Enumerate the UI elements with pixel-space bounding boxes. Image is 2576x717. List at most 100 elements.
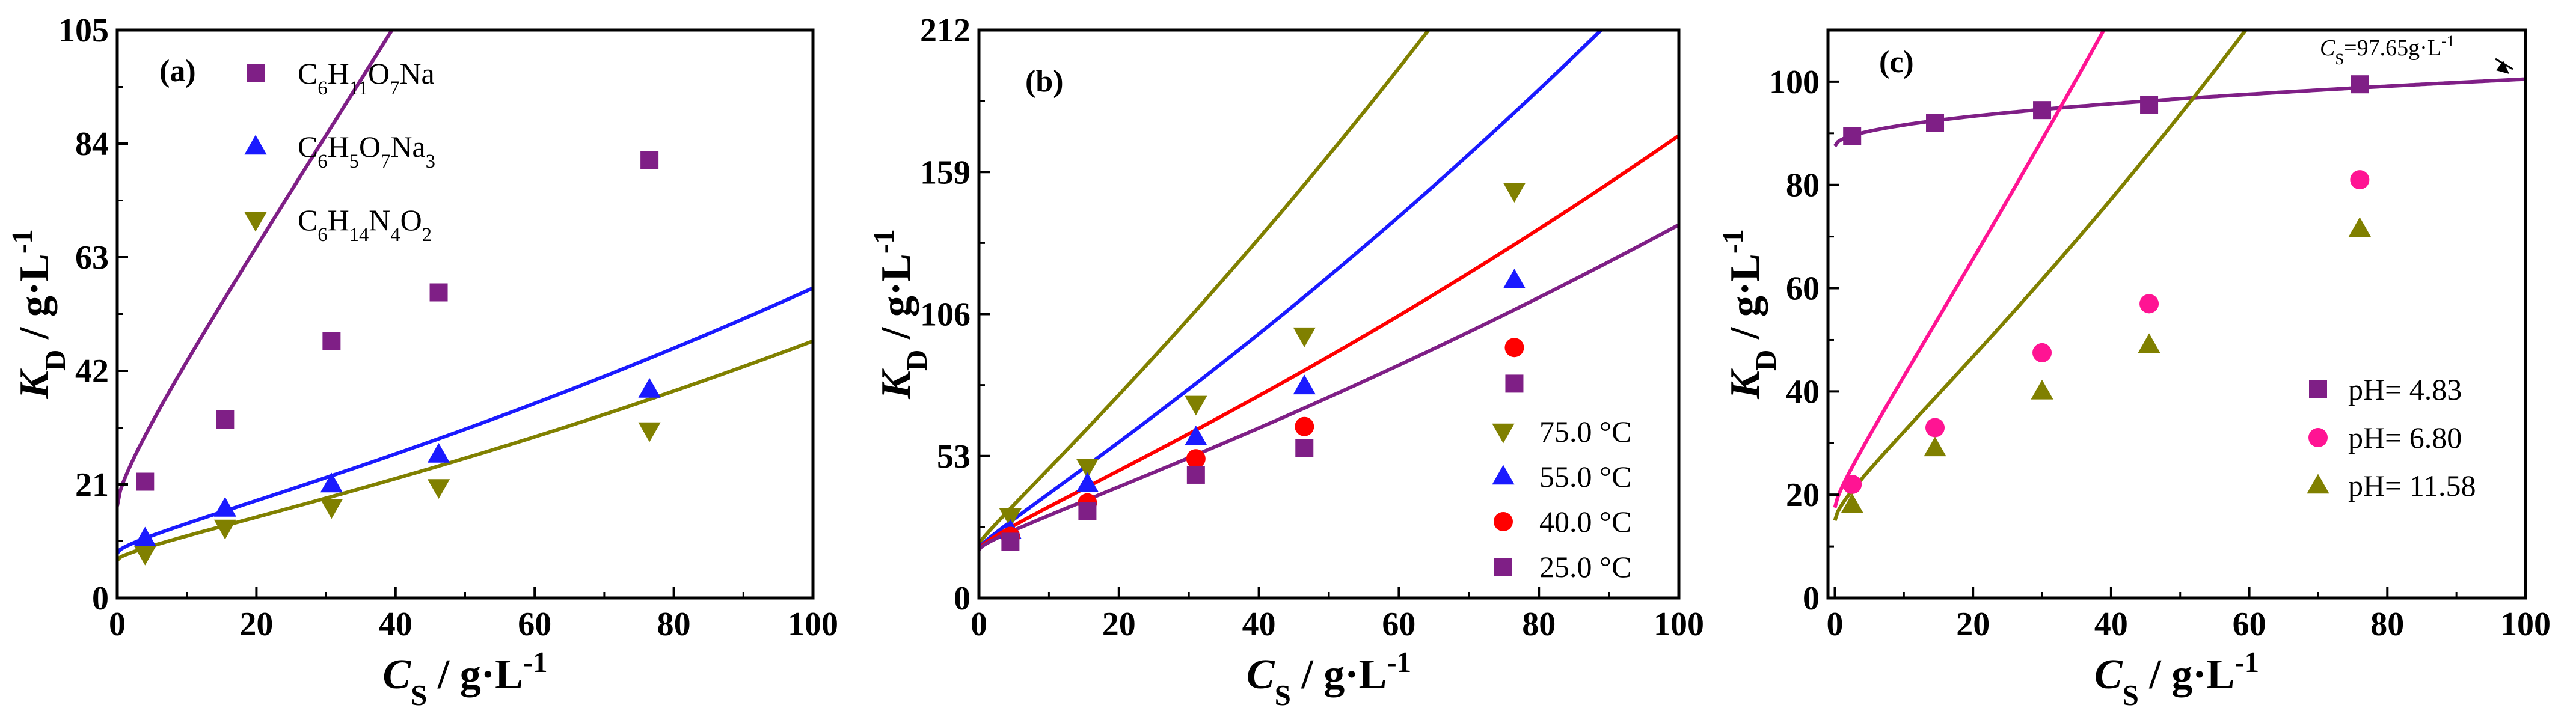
x-tick-label: 80	[2370, 606, 2404, 643]
legend-label-part: C	[298, 56, 317, 90]
data-point	[1505, 374, 1524, 393]
data-point	[1076, 472, 1099, 492]
fit-curves	[117, 30, 813, 562]
data-point	[1186, 465, 1205, 484]
x-axis-unit: / g·L	[427, 651, 523, 698]
data-point	[213, 496, 236, 517]
x-axis-subscript: S	[2123, 679, 2139, 712]
series-4-points	[1001, 374, 1524, 551]
panel-label: (c)	[1879, 45, 1914, 79]
legend-label-part: 6	[317, 78, 327, 99]
legend-label-part: 4	[390, 224, 400, 246]
legend-item: 75.0 °C	[1492, 415, 1631, 448]
x-axis-title: CS / g·L-1	[382, 645, 547, 712]
legend-item: C6H5O7Na3	[244, 130, 435, 172]
legend-label: pH= 6.80	[2348, 421, 2462, 454]
data-point	[1001, 532, 1020, 551]
y-tick-label: 0	[1803, 580, 1820, 617]
fit-curve-3	[1833, 30, 2248, 522]
x-axis-superscript: -1	[523, 645, 548, 679]
data-point	[320, 499, 343, 519]
data-point	[2032, 343, 2052, 362]
y-axis-unit: / g·L	[1722, 254, 1768, 349]
x-tick-label: 0	[109, 606, 126, 643]
data-point	[2033, 101, 2052, 120]
y-tick-label: 106	[920, 296, 971, 334]
fit-curve-2	[117, 286, 813, 555]
x-axis-symbol: C	[382, 651, 411, 698]
legend-item: 25.0 °C	[1494, 550, 1631, 584]
legend-label-part: Na	[399, 56, 434, 90]
panel-label: (a)	[159, 54, 196, 88]
x-tick-label: 60	[1382, 606, 1415, 643]
legend-label: 75.0 °C	[1539, 415, 1631, 448]
annotation: CS=97.65g·L-1	[2320, 32, 2513, 75]
data-point	[1185, 395, 1207, 416]
legend-label: 25.0 °C	[1539, 550, 1631, 584]
data-point	[427, 479, 450, 499]
y-axis-title: KD / g·L-1	[1716, 229, 1782, 399]
legend-item: 55.0 °C	[1492, 460, 1631, 493]
x-axis-superscript: -1	[2234, 645, 2259, 679]
fit-curves	[1833, 30, 2525, 522]
legend-marker	[1494, 512, 1513, 531]
data-point	[213, 519, 236, 540]
data-point	[1078, 502, 1097, 520]
legend-label-part: 6	[317, 151, 327, 172]
annotation-subscript: S	[2335, 50, 2344, 68]
series-2-points	[133, 377, 661, 547]
legend-label-part: C	[298, 203, 317, 237]
legend-marker	[247, 64, 265, 82]
data-point	[133, 545, 156, 566]
legend-marker	[1492, 465, 1515, 485]
legend-label-part: C	[298, 130, 317, 163]
y-axis-subscript: D	[900, 350, 933, 371]
x-axis-symbol: C	[2094, 651, 2123, 698]
x-tick-label: 80	[657, 606, 691, 643]
series-3-points	[133, 422, 661, 566]
plot-frame	[1826, 28, 2527, 600]
y-tick-label: 42	[75, 353, 109, 390]
legend-label: 55.0 °C	[1539, 460, 1631, 493]
legend-marker	[2307, 474, 2329, 494]
y-tick-label: 40	[1786, 373, 1820, 410]
fit-curve-2	[1833, 30, 2106, 508]
series-3-points	[1841, 217, 2371, 513]
data-point	[1295, 416, 1314, 436]
y-tick-label: 53	[937, 438, 971, 475]
x-axis-unit: / g·L	[2139, 651, 2234, 698]
data-point	[1185, 426, 1207, 445]
y-axis-subscript: D	[1749, 350, 1782, 371]
x-tick-label: 60	[2233, 606, 2266, 643]
y-tick-label: 212	[920, 12, 971, 49]
series-1-points	[1843, 75, 2369, 145]
legend-marker	[2309, 380, 2327, 398]
x-tick-label: 100	[788, 606, 838, 643]
data-point	[1295, 439, 1314, 457]
series-1-points	[999, 183, 1526, 528]
legend-label-part: 6	[317, 224, 327, 246]
data-point	[322, 332, 341, 350]
legend-label-part: H	[328, 130, 349, 163]
data-point	[1186, 449, 1206, 469]
x-axis-unit: / g·L	[1291, 651, 1387, 698]
data-point	[1503, 269, 1526, 289]
legend-item: pH= 11.58	[2307, 469, 2476, 502]
annotation-symbol: C	[2320, 35, 2335, 61]
x-tick-label: 100	[2500, 606, 2551, 643]
data-point	[999, 508, 1022, 528]
y-tick-label: 100	[1769, 64, 1820, 101]
legend-label: C6H14N4O2	[298, 203, 432, 246]
fit-curve-1	[979, 30, 1431, 546]
data-point	[216, 410, 235, 429]
y-tick-label: 159	[920, 154, 971, 191]
data-point	[320, 472, 343, 493]
data-point	[1842, 475, 1862, 494]
x-axis-symbol: C	[1247, 651, 1275, 698]
legend-label-part: 14	[349, 224, 369, 246]
data-point	[640, 151, 659, 169]
legend-label: 40.0 °C	[1539, 505, 1631, 539]
